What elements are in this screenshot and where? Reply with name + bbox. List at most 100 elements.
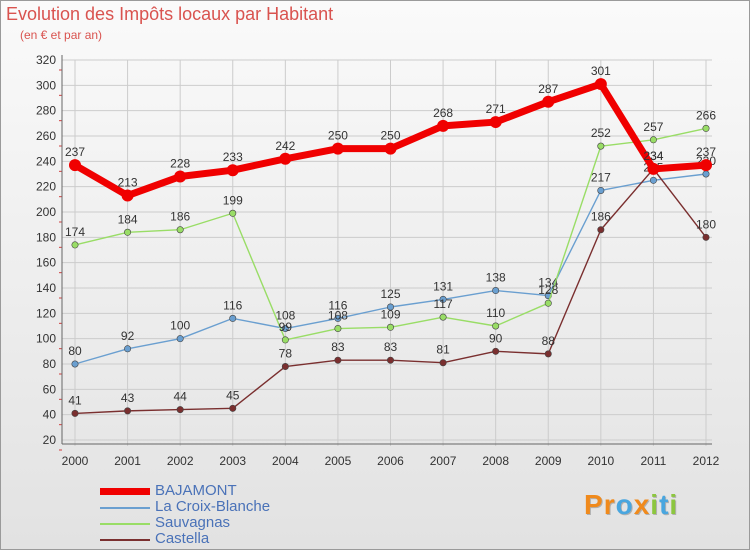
point-bajamont-2011 [647,162,660,175]
point-castella-2001 [124,407,132,415]
point-bajamont-2000 [69,159,81,172]
logo-letter: i [650,489,660,520]
x-tick-label-2004: 2004 [272,454,299,468]
y-tick-label-60: 60 [43,382,57,396]
data-label-sauvagnas-2011: 257 [643,120,663,134]
legend-label-castella: Castella [155,530,210,547]
point-la-croix-blanche-2001 [124,345,132,353]
data-label-bajamont-2011: 234 [643,149,663,163]
logo-letter: t [659,489,670,520]
data-label-bajamont-2008: 271 [486,102,506,116]
data-label-bajamont-2004: 242 [275,139,295,153]
y-tick-label-240: 240 [36,154,56,168]
legend-label-bajamont: BAJAMONT [155,482,237,499]
data-label-la-croix-blanche-2007: 131 [433,279,453,293]
x-tick-label-2000: 2000 [62,454,89,468]
point-la-croix-blanche-2002 [176,335,184,343]
logo-letter: P [584,489,604,520]
point-sauvagnas-2000 [71,241,79,249]
point-sauvagnas-2007 [439,313,447,321]
chart-title: Evolution des Impôts locaux par Habitant [6,4,334,24]
x-tick-label-2012: 2012 [693,454,720,468]
data-label-castella-2009: 88 [542,334,556,348]
x-tick-label-2011: 2011 [641,454,667,468]
x-tick-label-2010: 2010 [587,454,614,468]
data-label-sauvagnas-2000: 174 [65,225,85,239]
y-tick-label-100: 100 [36,332,56,346]
point-castella-2005 [334,356,342,364]
data-label-la-croix-blanche-2002: 100 [170,319,190,333]
data-label-castella-2010: 186 [591,210,611,224]
data-label-castella-2003: 45 [226,388,240,402]
data-label-bajamont-2012: 237 [696,145,716,159]
y-tick-label-280: 280 [36,104,56,118]
data-label-sauvagnas-2004: 99 [279,320,293,334]
data-label-sauvagnas-2002: 186 [170,210,190,224]
legend-swatch-bajamont [100,488,150,495]
point-castella-2000 [71,409,79,417]
point-bajamont-2001 [121,189,134,202]
x-tick-label-2008: 2008 [482,454,509,468]
data-label-castella-2001: 43 [121,391,135,405]
legend-label-la-croix-blanche: La Croix-Blanche [155,498,271,515]
point-castella-2006 [386,356,394,364]
y-tick-label-160: 160 [36,256,56,270]
data-label-bajamont-2007: 268 [433,106,453,120]
y-tick-label-300: 300 [36,78,56,92]
point-sauvagnas-2011 [649,136,657,144]
data-label-castella-2006: 83 [384,340,398,354]
legend-swatch-castella [100,539,150,541]
data-label-castella-2012: 180 [696,217,716,231]
data-label-sauvagnas-2008: 110 [486,306,505,320]
data-label-sauvagnas-2006: 109 [380,307,400,321]
point-bajamont-2005 [331,142,344,155]
legend-swatch-sauvagnas [100,523,150,525]
y-tick-label-120: 120 [36,306,56,320]
point-la-croix-blanche-2008 [492,287,500,295]
logo-letter: r [603,489,616,520]
data-label-sauvagnas-2007: 117 [434,297,453,311]
point-bajamont-2006 [384,142,397,155]
data-label-sauvagnas-2005: 108 [328,309,348,323]
logo-letter: x [633,489,651,520]
chart-subtitle: (en € et par an) [20,28,103,42]
point-sauvagnas-2005 [334,325,342,333]
x-tick-label-2009: 2009 [535,454,562,468]
point-sauvagnas-2006 [386,323,394,331]
legend-swatch-la-croix-blanche [100,507,150,509]
point-sauvagnas-2003 [229,209,237,217]
y-tick-label-180: 180 [36,230,56,244]
point-la-croix-blanche-2004 [281,325,289,333]
data-label-bajamont-2006: 250 [380,129,400,143]
data-label-la-croix-blanche-2005: 116 [328,298,347,312]
data-label-bajamont-2009: 287 [538,82,558,96]
x-tick-label-2005: 2005 [325,454,352,468]
point-bajamont-2003 [226,164,239,177]
legend-label-sauvagnas: Sauvagnas [155,514,231,531]
data-label-bajamont-2010: 301 [591,64,611,78]
data-label-castella-2004: 78 [279,347,293,361]
point-la-croix-blanche-2012 [702,170,710,178]
x-tick-label-2003: 2003 [219,454,246,468]
data-label-bajamont-2001: 213 [118,176,138,190]
data-label-sauvagnas-2001: 184 [118,212,138,226]
x-tick-label-2002: 2002 [167,454,194,468]
point-sauvagnas-2010 [597,142,605,150]
data-label-la-croix-blanche-2008: 138 [486,271,506,285]
point-castella-2012 [702,233,710,241]
logo-letter: i [669,489,679,520]
point-sauvagnas-2004 [281,336,289,344]
data-label-castella-2002: 44 [173,390,187,404]
point-sauvagnas-2012 [702,124,710,132]
x-tick-label-2007: 2007 [430,454,457,468]
y-tick-label-320: 320 [36,53,56,67]
point-castella-2010 [597,226,605,234]
point-bajamont-2008 [489,116,502,129]
point-sauvagnas-2008 [492,322,500,330]
data-label-sauvagnas-2009: 128 [538,283,558,297]
point-la-croix-blanche-2006 [386,303,394,311]
point-la-croix-blanche-2010 [597,186,605,194]
point-bajamont-2004 [279,152,292,165]
x-tick-label-2001: 2001 [114,454,141,468]
